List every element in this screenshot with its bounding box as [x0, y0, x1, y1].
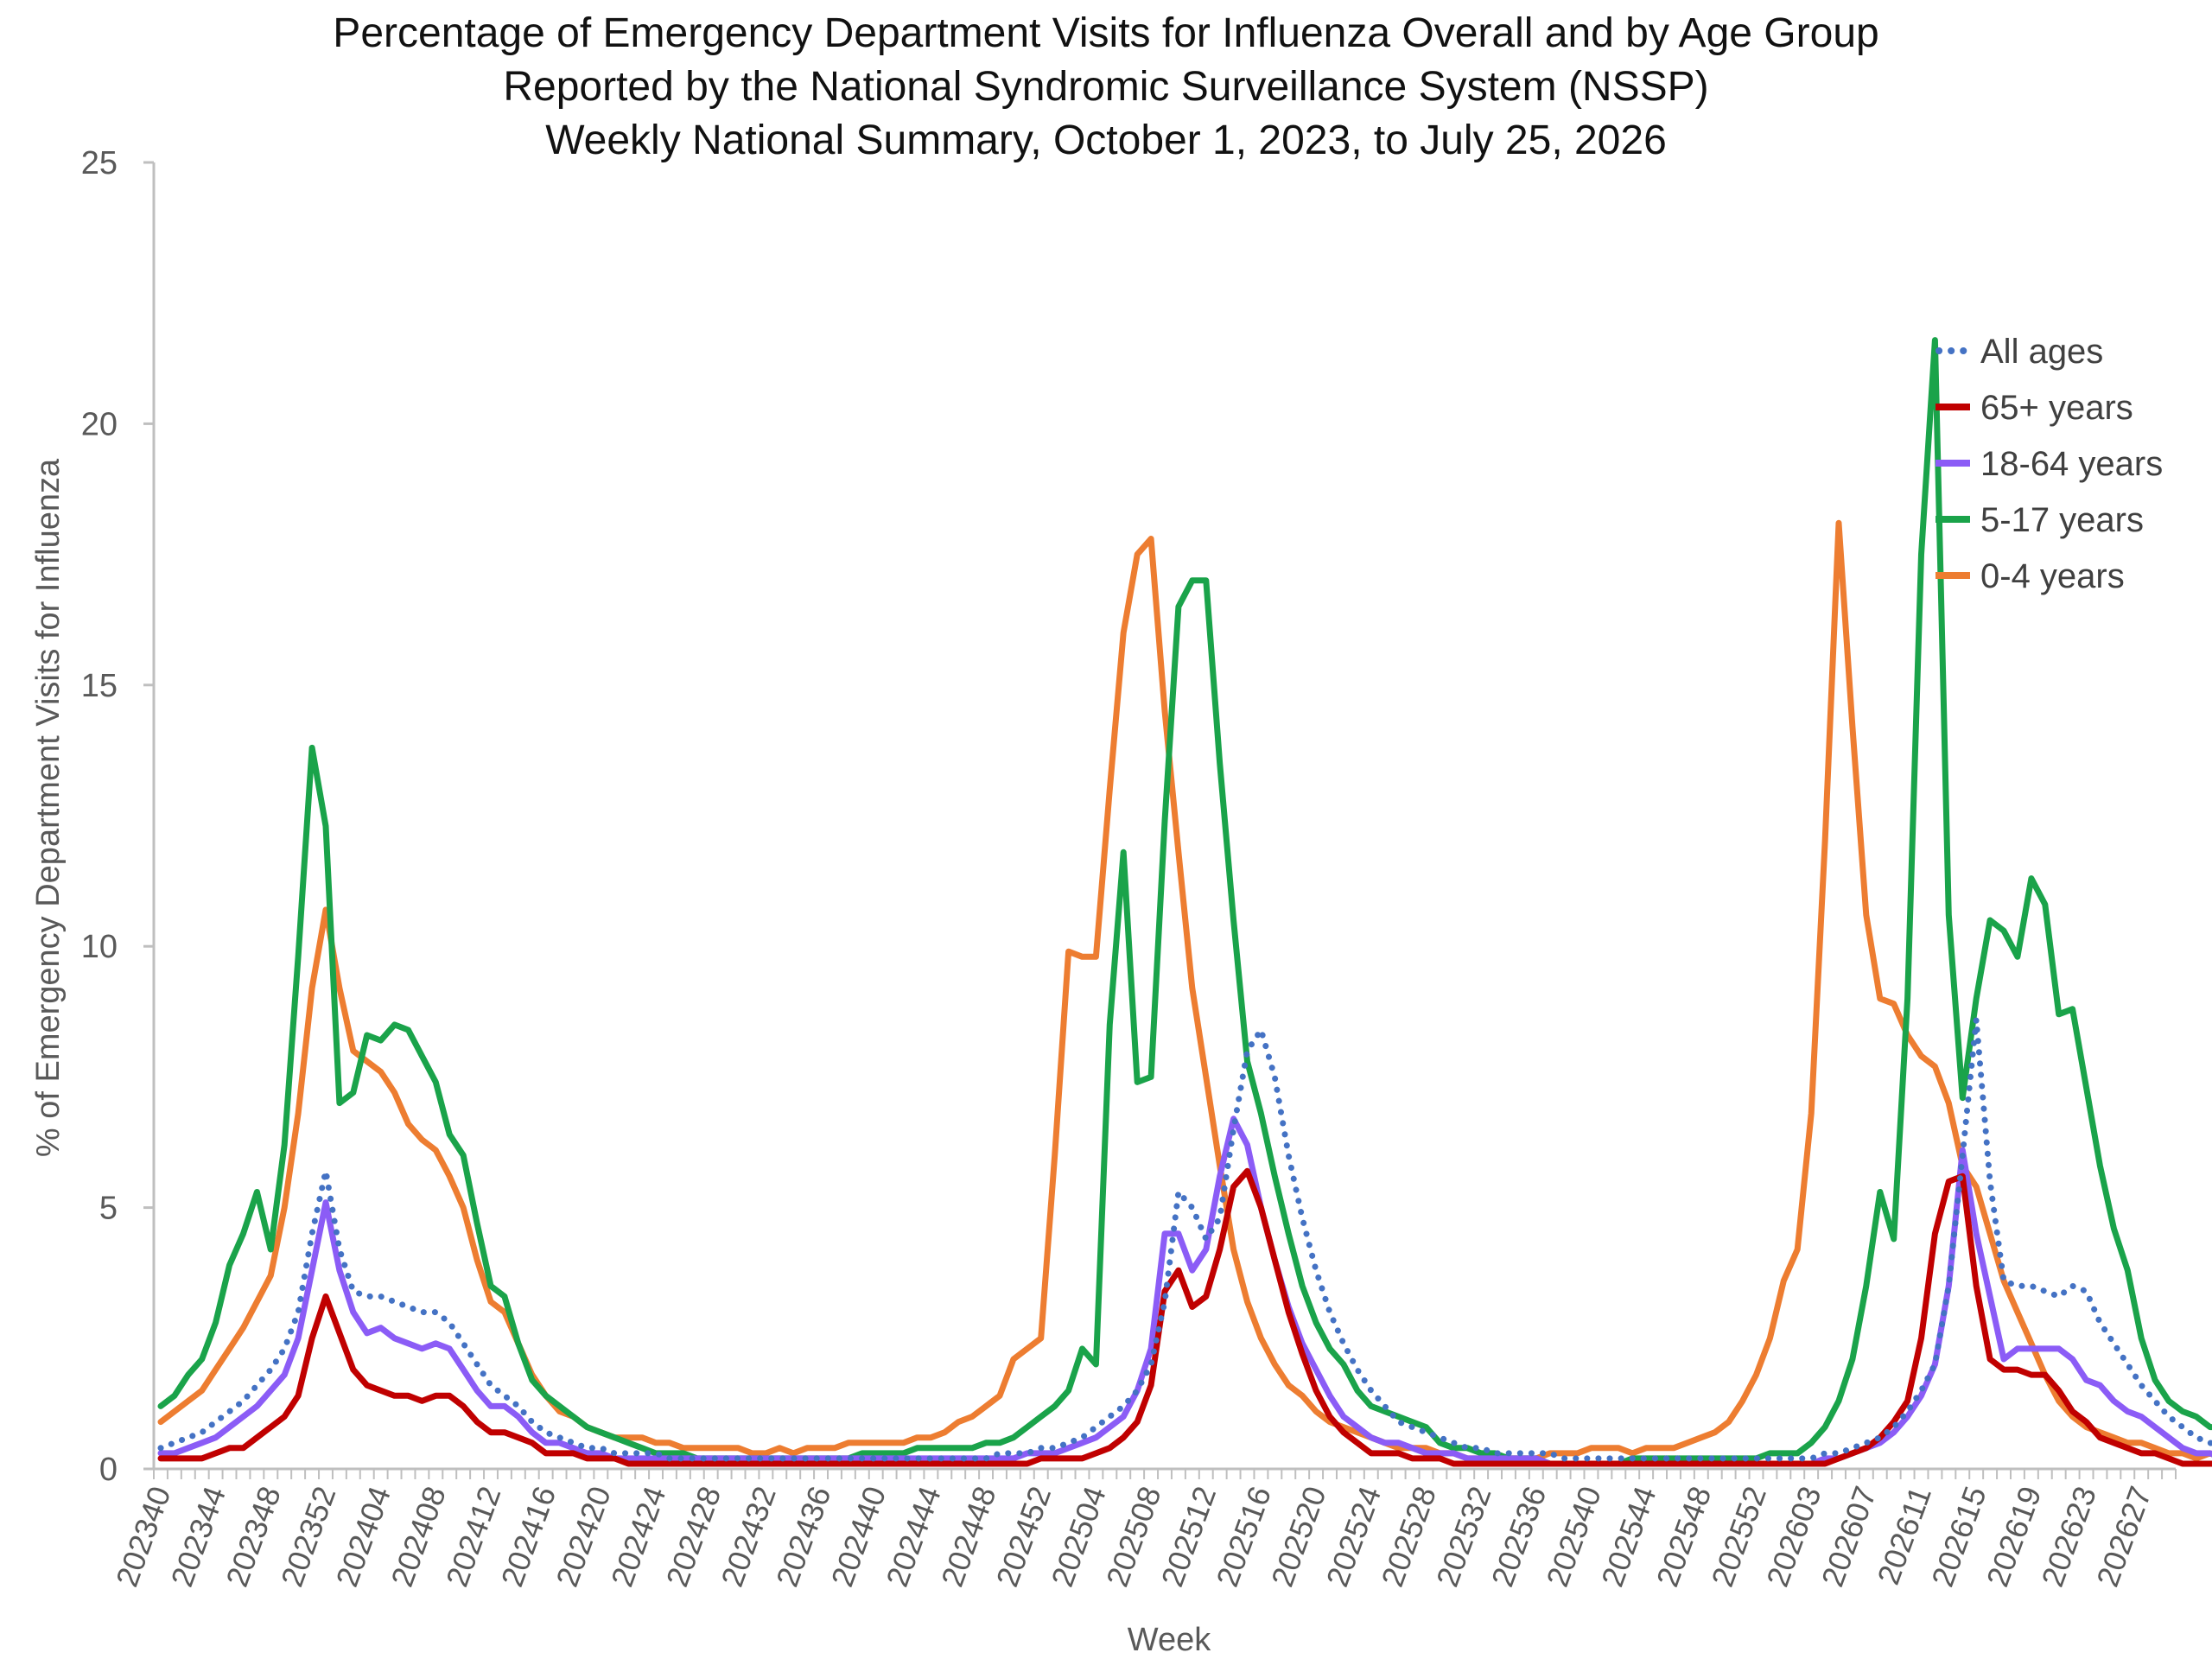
chart-title: Percentage of Emergency Department Visit…	[0, 7, 2212, 168]
y-tick-label: 0	[99, 1452, 118, 1488]
series-line-18-64-years	[157, 1116, 2212, 1467]
series-line-65-years	[157, 1167, 2212, 1467]
y-tick-label: 25	[81, 145, 118, 181]
legend-label: 65+ years	[1980, 389, 2133, 427]
y-tick-label: 5	[99, 1191, 118, 1227]
chart-title-line-2: Reported by the National Syndromic Surve…	[503, 64, 1709, 110]
legend-label: All ages	[1980, 333, 2103, 371]
x-axis-label: Week	[1128, 1622, 1211, 1658]
y-axis-label: % of Emergency Department Visits for Inf…	[30, 458, 67, 1157]
x-axis: 2023402023442023482023522024042024082024…	[109, 1467, 2177, 1592]
legend-label: 5-17 years	[1980, 501, 2144, 539]
y-tick-label: 20	[81, 406, 118, 442]
legend: All ages 65+ years 18-64 years 5-17 years 0-…	[1936, 333, 2163, 595]
series-line-5-17-years	[157, 337, 2212, 1467]
legend-label: 18-64 years	[1980, 445, 2163, 483]
chart-title-line-1: Percentage of Emergency Department Visit…	[333, 10, 1879, 56]
chart-title-line-3: Weekly National Summary, October 1, 2023…	[545, 118, 1667, 163]
series-line-all-ages	[157, 1016, 2212, 1462]
y-axis: 0 5 10 15 20 25	[81, 145, 156, 1488]
series-line-0-4-years	[157, 519, 2212, 1462]
legend-label: 0-4 years	[1980, 557, 2125, 595]
y-tick-label: 10	[81, 929, 118, 965]
y-tick-label: 15	[81, 668, 118, 704]
series-lines	[157, 337, 2212, 1467]
